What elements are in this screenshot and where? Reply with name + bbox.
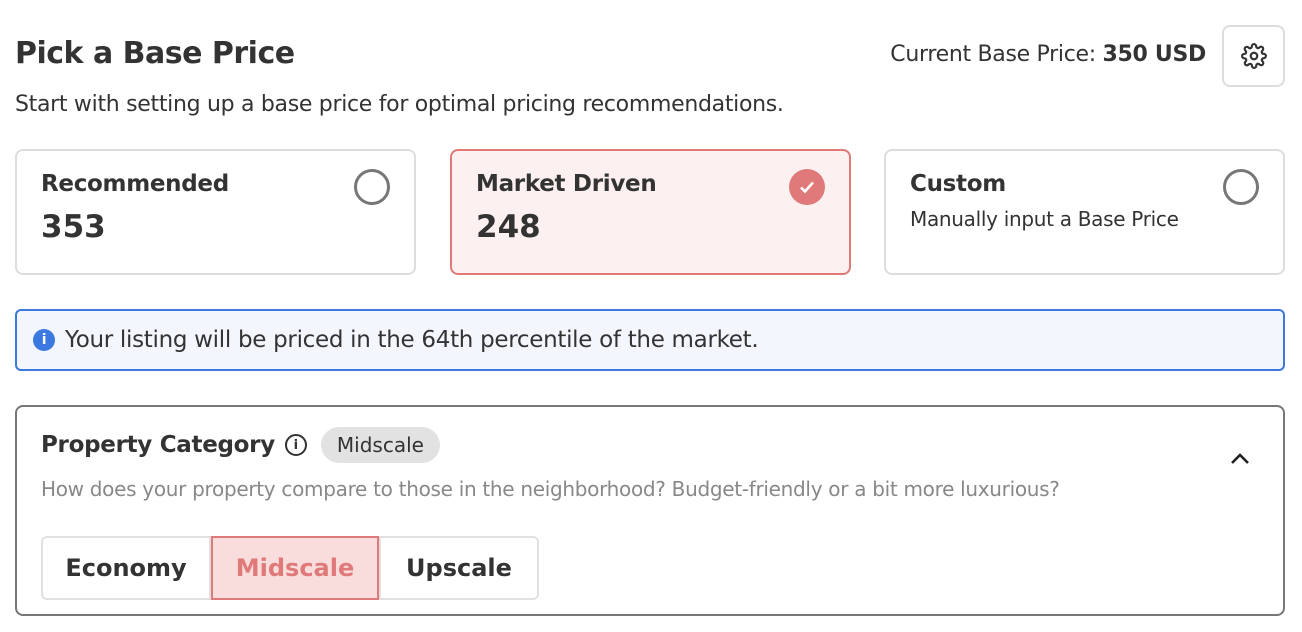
- category-title: Property Category: [41, 432, 275, 458]
- category-badge: Midscale: [320, 427, 440, 463]
- option-label: Recommended: [41, 171, 229, 197]
- option-custom[interactable]: Custom Manually input a Base Price: [884, 149, 1285, 275]
- property-category-panel: Property Category i Midscale How does yo…: [15, 405, 1285, 616]
- option-recommended[interactable]: Recommended 353: [15, 149, 416, 275]
- current-base-price: Current Base Price: 350 USD: [890, 42, 1206, 67]
- option-description: Manually input a Base Price: [910, 207, 1179, 231]
- choice-midscale[interactable]: Midscale: [211, 536, 379, 600]
- percentile-info-banner: i Your listing will be priced in the 64t…: [15, 309, 1285, 371]
- page-subtitle: Start with setting up a base price for o…: [15, 92, 784, 117]
- current-price-value: 350 USD: [1102, 42, 1207, 67]
- choice-upscale[interactable]: Upscale: [379, 536, 539, 600]
- check-circle-icon[interactable]: [789, 169, 825, 205]
- radio-unchecked-icon[interactable]: [1223, 169, 1259, 205]
- category-selector: Economy Midscale Upscale: [41, 536, 539, 600]
- option-market-driven[interactable]: Market Driven 248: [450, 149, 851, 275]
- option-value: 353: [41, 209, 106, 245]
- radio-unchecked-icon[interactable]: [354, 169, 390, 205]
- page-title: Pick a Base Price: [15, 36, 295, 71]
- chevron-up-icon[interactable]: [1229, 451, 1251, 470]
- option-label: Market Driven: [476, 171, 657, 197]
- category-question: How does your property compare to those …: [41, 477, 1060, 501]
- info-icon: i: [33, 329, 55, 351]
- info-text: Your listing will be priced in the 64th …: [65, 327, 759, 353]
- gear-icon: [1240, 43, 1267, 69]
- current-price-label: Current Base Price:: [890, 42, 1096, 67]
- settings-button[interactable]: [1222, 25, 1285, 87]
- option-value: 248: [476, 209, 541, 245]
- option-label: Custom: [910, 171, 1006, 197]
- info-outline-icon[interactable]: i: [284, 434, 307, 456]
- choice-economy[interactable]: Economy: [41, 536, 211, 600]
